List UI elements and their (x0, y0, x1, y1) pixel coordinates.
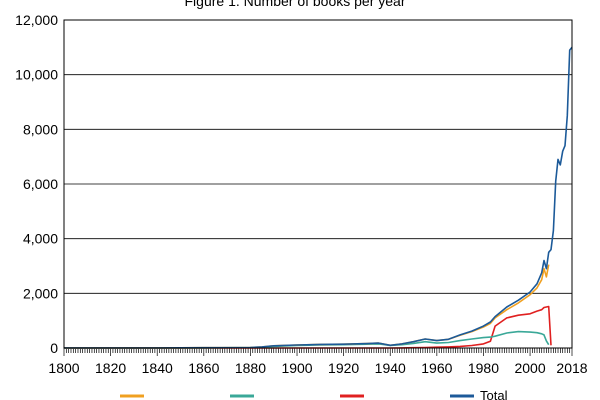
x-tick-label: 1820 (95, 360, 126, 376)
y-tick-label: 6,000 (23, 176, 58, 192)
gridlines (64, 74, 572, 294)
series-line-0 (64, 46, 573, 349)
y-axis: 0 2,000 4,000 6,000 8,000 10,000 12,000 (15, 12, 58, 356)
x-tick-label: 1880 (235, 360, 266, 376)
y-tick-label: 8,000 (23, 121, 58, 137)
x-tick-label: 1980 (468, 360, 499, 376)
x-tick-label: 2018 (556, 360, 587, 376)
series-line-3 (64, 305, 552, 349)
x-tick-label: 1860 (188, 360, 219, 376)
y-tick-label: 10,000 (15, 67, 58, 83)
y-tick-label: 12,000 (15, 12, 58, 28)
y-tick-label: 2,000 (23, 285, 58, 301)
series-group (64, 46, 573, 349)
y-tick-label: 4,000 (23, 231, 58, 247)
x-tick-label: 1940 (375, 360, 406, 376)
x-axis: 1800 1820 1840 1860 1880 1900 1920 1940 1960 1980… (48, 348, 588, 376)
x-tick-label: 2000 (514, 360, 545, 376)
series-line-1 (64, 264, 550, 349)
legend: Total (120, 388, 508, 400)
x-tick-label: 1920 (328, 360, 359, 376)
legend-label-0: Total (480, 388, 508, 400)
x-tick-label: 1800 (48, 360, 79, 376)
x-tick-label: 1840 (142, 360, 173, 376)
chart-title: Figure 1. Number of books per year (185, 0, 406, 9)
plot-frame (63, 19, 573, 349)
x-tick-label: 1960 (421, 360, 452, 376)
x-tick-label: 1900 (281, 360, 312, 376)
y-tick-label: 0 (50, 340, 58, 356)
